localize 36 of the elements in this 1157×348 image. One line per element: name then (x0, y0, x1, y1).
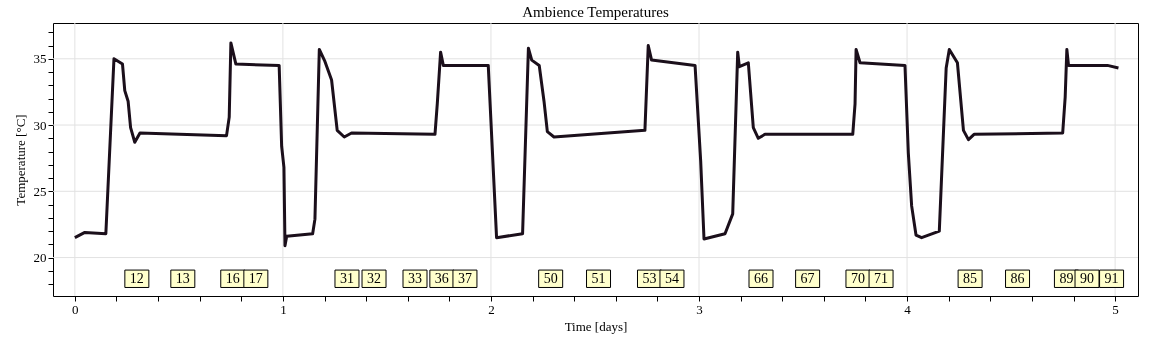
annotation: 71 (874, 270, 889, 286)
annotation: 70 (850, 270, 865, 286)
x-tick-label: 1 (280, 301, 287, 317)
annotation: 31 (339, 270, 354, 286)
x-tick-label: 3 (696, 301, 703, 317)
annotation: 66 (754, 270, 769, 286)
annotation: 36 (434, 270, 449, 286)
annotation: 54 (664, 270, 679, 286)
x-tick-label: 5 (1112, 301, 1119, 317)
x-tick-label: 2 (488, 301, 495, 317)
annotation: 33 (408, 270, 423, 286)
x-axis-title: Time [days] (564, 318, 628, 334)
annotation: 50 (543, 270, 558, 286)
y-axis-title: Temperature [°C] (12, 114, 28, 206)
chart-title: Ambience Temperatures (522, 3, 669, 20)
y-tick-label: 25 (33, 183, 47, 199)
y-tick-label: 30 (33, 117, 47, 133)
annotation: 16 (225, 270, 240, 286)
annotation: 17 (248, 270, 263, 286)
annotation: 13 (175, 270, 190, 286)
y-tick-label: 20 (33, 250, 47, 266)
annotation: 91 (1104, 270, 1119, 286)
x-tick-label: 0 (72, 301, 79, 317)
annotation: 51 (591, 270, 606, 286)
annotation: 86 (1010, 270, 1025, 286)
line-series (73, 41, 1120, 248)
annotation: 90 (1080, 270, 1095, 286)
annotation: 12 (129, 270, 144, 286)
y-tick-label: 35 (33, 51, 47, 67)
annotation: 37 (457, 270, 472, 286)
annotation: 53 (642, 270, 657, 286)
annotation: 67 (800, 270, 815, 286)
annotation: 89 (1059, 270, 1074, 286)
annotation: 85 (963, 270, 978, 286)
annotation: 32 (367, 270, 382, 286)
x-tick-label: 4 (904, 301, 912, 317)
